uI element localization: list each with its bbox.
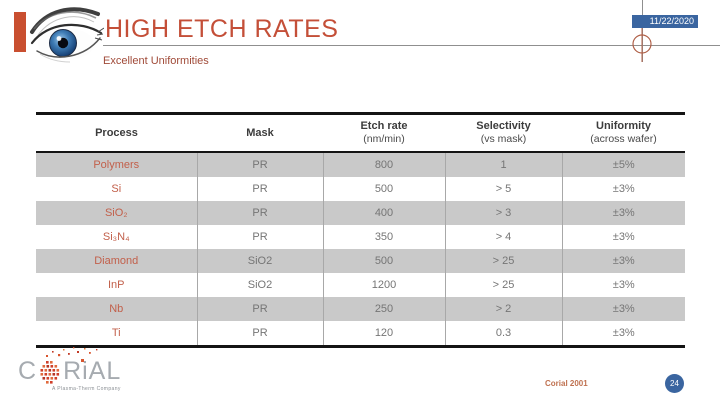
cell-uniformity: ±3%: [561, 225, 685, 249]
cell-uniformity: ±3%: [561, 201, 685, 225]
cell-etch-rate: 1200: [322, 273, 445, 297]
cell-selectivity: > 25: [444, 249, 562, 273]
footer-credit: Corial 2001: [545, 379, 588, 388]
cell-selectivity: > 25: [444, 273, 562, 297]
eye-icon: [28, 2, 105, 64]
column-header-uniformity: Uniformity (across wafer): [562, 113, 685, 153]
cell-etch-rate: 500: [322, 177, 445, 201]
etch-rates-table: Process Mask Etch rate (nm/min) Selectiv…: [36, 112, 685, 348]
cell-uniformity: ±5%: [561, 152, 685, 177]
cell-mask: PR: [196, 225, 323, 249]
logo-letter-c: C: [18, 357, 38, 385]
cell-process: Polymers: [36, 152, 197, 177]
column-header-etch-rate: Etch rate (nm/min): [323, 113, 445, 153]
logo-letters: C RiAL: [18, 358, 121, 384]
column-header-label: Uniformity: [596, 120, 651, 132]
cell-selectivity: > 5: [444, 177, 562, 201]
cell-mask: PR: [196, 321, 323, 347]
cell-process: Si: [36, 177, 197, 201]
cell-uniformity: ±3%: [561, 249, 685, 273]
cell-process: Diamond: [36, 249, 197, 273]
logo-letters-rial: RiAL: [63, 357, 122, 385]
cell-mask: PR: [196, 152, 323, 177]
cell-etch-rate: 120: [322, 321, 445, 347]
cell-etch-rate: 350: [322, 225, 445, 249]
cell-etch-rate: 800: [322, 152, 445, 177]
logo-sparks-icon: [46, 347, 98, 357]
table-row: Si PR 500 > 5 ±3%: [36, 177, 685, 201]
cell-uniformity: ±3%: [561, 177, 685, 201]
cell-mask: SiO2: [196, 273, 323, 297]
table-row: Polymers PR 800 1 ±5%: [36, 152, 685, 177]
title-underline: [103, 45, 720, 46]
cell-selectivity: > 2: [444, 297, 562, 321]
cell-etch-rate: 250: [322, 297, 445, 321]
table-header-row: Process Mask Etch rate (nm/min) Selectiv…: [36, 113, 685, 153]
column-header-label: Selectivity: [476, 120, 531, 132]
logo-tagline: A Plasma-Therm Company: [52, 386, 121, 392]
cell-selectivity: > 4: [444, 225, 562, 249]
column-header-mask: Mask: [197, 113, 323, 153]
table-row: InP SiO2 1200 > 25 ±3%: [36, 273, 685, 297]
date-badge: 11/22/2020: [632, 15, 698, 28]
cell-mask: PR: [196, 177, 323, 201]
cell-selectivity: > 3: [444, 201, 562, 225]
page-number-badge: 24: [665, 374, 684, 393]
column-header-process: Process: [36, 113, 197, 153]
cell-process: InP: [36, 273, 197, 297]
cell-selectivity: 0.3: [444, 321, 562, 347]
cell-etch-rate: 400: [322, 201, 445, 225]
cell-uniformity: ±3%: [561, 297, 685, 321]
cell-mask: PR: [196, 201, 323, 225]
cell-process: Si₃N₄: [36, 225, 197, 249]
slide-title: HIGH ETCH RATES: [105, 15, 339, 43]
slide-subtitle: Excellent Uniformities: [103, 55, 209, 67]
cell-etch-rate: 500: [322, 249, 445, 273]
corial-logo: C RiAL A Plasma-: [18, 346, 138, 396]
crosshair-icon: [632, 26, 652, 62]
cell-uniformity: ±3%: [561, 321, 685, 347]
cell-mask: SiO2: [196, 249, 323, 273]
table-row: SiO₂ PR 400 > 3 ±3%: [36, 201, 685, 225]
cell-process: Ti: [36, 321, 197, 347]
column-header-sublabel: (vs mask): [480, 133, 527, 145]
table-row: Diamond SiO2 500 > 25 ±3%: [36, 249, 685, 273]
column-header-label: Etch rate: [360, 120, 408, 132]
column-header-selectivity: Selectivity (vs mask): [445, 113, 562, 153]
table-row: Nb PR 250 > 2 ±3%: [36, 297, 685, 321]
table-row: Ti PR 120 0.3 ±3%: [36, 321, 685, 347]
cell-mask: PR: [196, 297, 323, 321]
column-header-label: Process: [95, 126, 138, 139]
accent-bar: [14, 12, 26, 52]
column-header-sublabel: (across wafer): [590, 133, 657, 145]
column-header-sublabel: (nm/min): [363, 133, 405, 145]
cell-process: Nb: [36, 297, 197, 321]
column-header-label: Mask: [246, 126, 274, 139]
cell-selectivity: 1: [444, 152, 562, 177]
cell-uniformity: ±3%: [561, 273, 685, 297]
logo-i-dot: [81, 359, 84, 362]
table-row: Si₃N₄ PR 350 > 4 ±3%: [36, 225, 685, 249]
globe-icon: [40, 361, 60, 384]
cell-process: SiO₂: [36, 201, 197, 225]
